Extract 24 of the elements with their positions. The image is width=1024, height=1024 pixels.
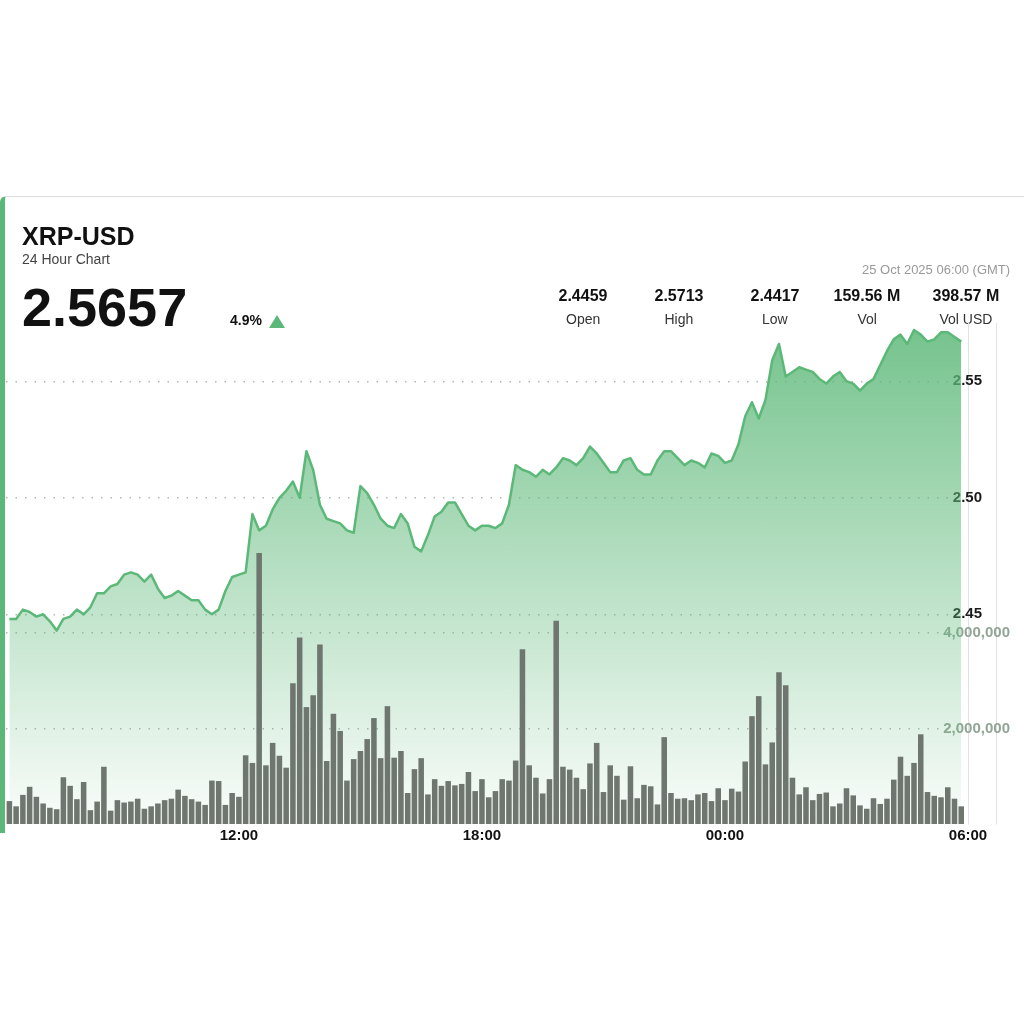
y2-tick-label: 2,000,000 xyxy=(943,718,1010,736)
annotation: 4.9% xyxy=(230,312,262,328)
annotation: 2.5657 xyxy=(22,276,188,338)
y-tick-label: 2.45 xyxy=(952,604,982,622)
text: 2.4459 xyxy=(558,287,608,305)
annotation: Low xyxy=(762,311,788,327)
annotation: Vol USD xyxy=(939,311,993,327)
text: 25 Oct 2025 06:00 (GMT) xyxy=(862,262,1011,277)
text: 2.4417 xyxy=(750,287,800,305)
y2-tick-label: 4,000,000 xyxy=(943,623,1010,641)
x-tick-label: 12:00 xyxy=(219,826,259,844)
x-tick-label: 00:00 xyxy=(705,826,745,844)
x-tick-label: 18:00 xyxy=(462,826,502,844)
chart-title: XRP-USD xyxy=(22,222,135,251)
annotation: Vol xyxy=(857,311,877,327)
annotation: High xyxy=(664,311,694,327)
text: 398.57 M xyxy=(932,287,1000,305)
y-tick-label: 2.50 xyxy=(952,487,982,505)
y-tick-label: 2.55 xyxy=(952,371,982,389)
annotation: Open xyxy=(566,311,601,327)
x-tick-label: 06:00 xyxy=(948,826,988,844)
chart-subtitle: 24 Hour Chart xyxy=(22,251,110,267)
text: 2.5713 xyxy=(654,287,704,305)
text: 159.56 M xyxy=(833,287,901,305)
